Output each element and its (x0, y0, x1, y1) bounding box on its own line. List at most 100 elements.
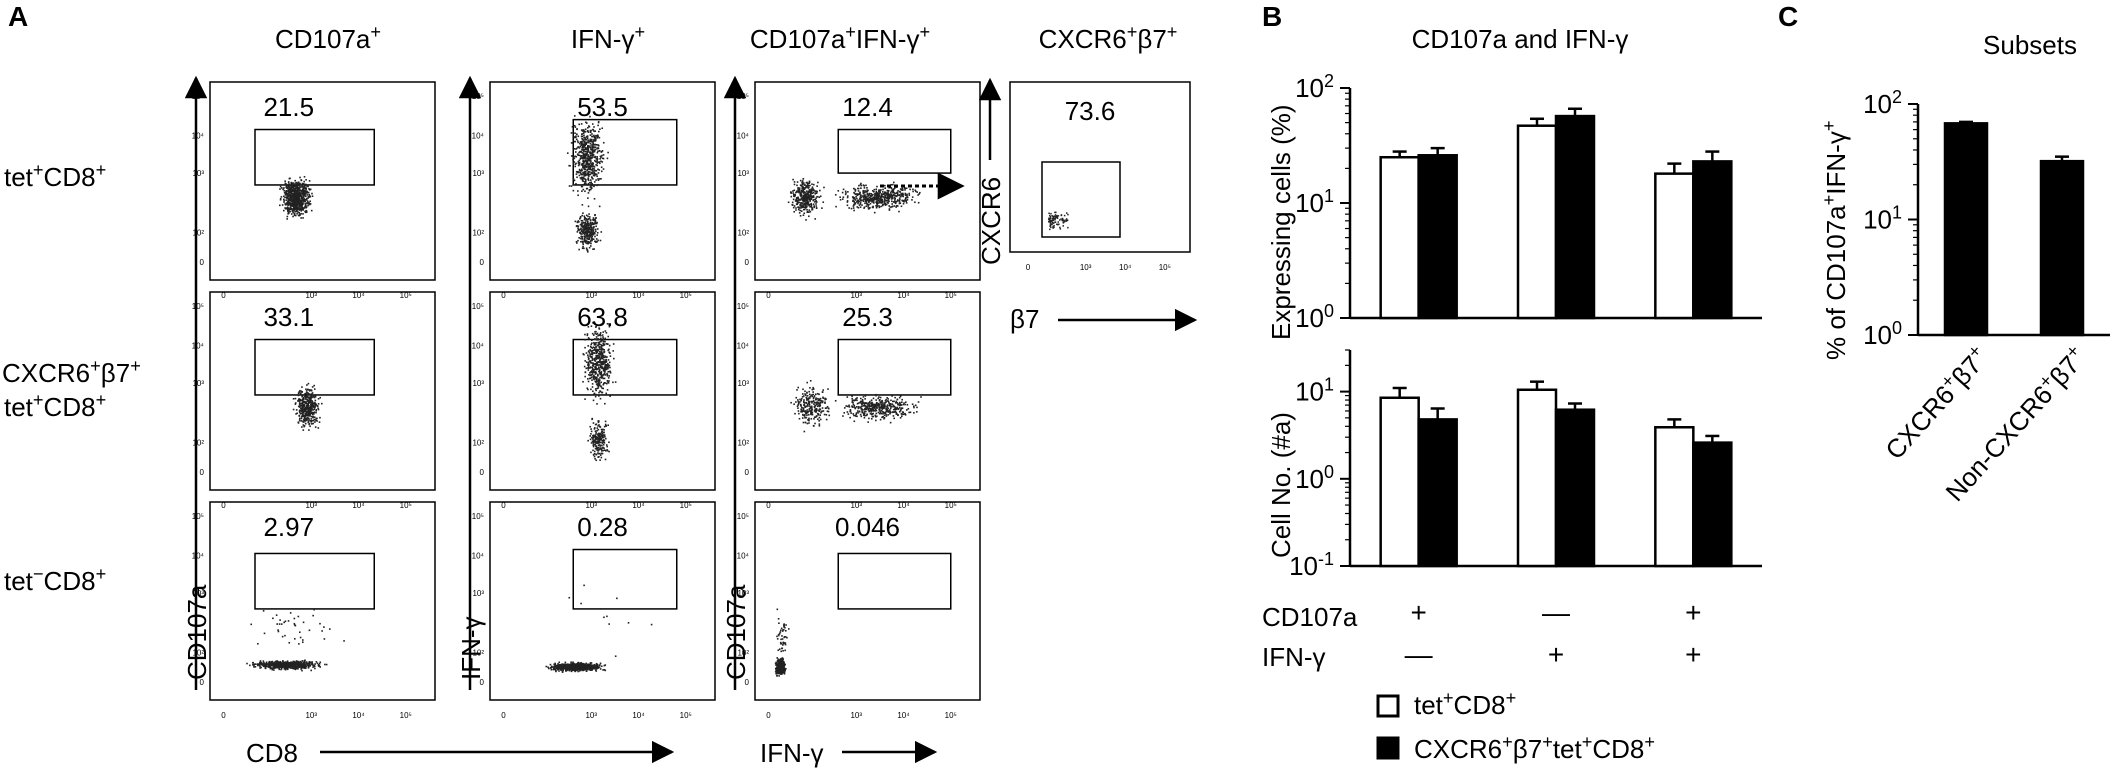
event-dot (592, 383, 594, 385)
event-dot (905, 401, 907, 403)
event-dot (851, 398, 853, 400)
event-dot (594, 456, 596, 458)
event-dot (308, 415, 310, 417)
event-dot (858, 190, 860, 192)
event-dot (603, 142, 605, 144)
event-dot (875, 420, 877, 422)
event-dot (581, 215, 583, 217)
event-dot (805, 410, 807, 412)
panel-a: ACD107a+IFN-γ+CD107a+IFN-γ+CXCR6+β7+tet+… (2, 1, 1195, 768)
event-dot (854, 405, 856, 407)
event-dot (585, 368, 587, 370)
event-dot (315, 409, 317, 411)
event-dot (807, 183, 809, 185)
event-dot (899, 201, 901, 203)
event-dot (599, 448, 601, 450)
event-dot (587, 166, 589, 168)
event-dot (602, 440, 604, 442)
event-dot (802, 415, 804, 417)
event-dot (294, 618, 296, 620)
event-dot (811, 188, 813, 190)
event-dot (803, 404, 805, 406)
event-dot (901, 194, 903, 196)
event-dot (809, 196, 811, 198)
event-dot (596, 336, 598, 338)
event-dot (591, 139, 593, 141)
event-dot (307, 197, 309, 199)
event-dot (880, 406, 882, 408)
y-tick-label: 10⁵ (192, 302, 204, 311)
event-dot (296, 197, 298, 199)
event-dot (865, 405, 867, 407)
event-dot (852, 402, 854, 404)
event-dot (600, 386, 602, 388)
event-dot (835, 194, 837, 196)
event-dot (592, 386, 594, 388)
event-dot (861, 405, 863, 407)
event-dot (857, 203, 859, 205)
event-dot (591, 185, 593, 187)
event-dot (858, 188, 860, 190)
event-dot (314, 668, 316, 670)
event-dot (793, 403, 795, 405)
event-dot (596, 454, 598, 456)
event-dot (889, 403, 891, 405)
event-dot (906, 409, 908, 411)
event-dot (805, 394, 807, 396)
event-dot (596, 160, 598, 162)
event-dot (307, 664, 309, 666)
event-dot (866, 191, 868, 193)
event-dot (592, 147, 594, 149)
event-dot (795, 192, 797, 194)
event-dot (587, 165, 589, 167)
event-dot (283, 664, 285, 666)
event-dot (578, 162, 580, 164)
event-dot (599, 390, 601, 392)
event-dot (596, 156, 598, 158)
event-dot (797, 406, 799, 408)
event-dot (279, 188, 281, 190)
event-dot (797, 197, 799, 199)
event-dot (599, 206, 601, 208)
event-dot (276, 623, 278, 625)
event-dot (795, 397, 797, 399)
event-dot (283, 201, 285, 203)
event-dot (845, 191, 847, 193)
event-dot (900, 196, 902, 198)
event-dot (307, 186, 309, 188)
event-dot (825, 407, 827, 409)
event-dot (305, 423, 307, 425)
event-dot (903, 413, 905, 415)
event-dot (874, 415, 876, 417)
event-dot (861, 204, 863, 206)
event-dot (612, 382, 614, 384)
event-dot (602, 338, 604, 340)
event-dot (890, 408, 892, 410)
event-dot (907, 197, 909, 199)
y-tick-label: 10⁴ (472, 131, 485, 140)
event-dot (593, 130, 595, 132)
event-dot (601, 429, 603, 431)
event-dot (604, 341, 606, 343)
event-dot (602, 334, 604, 336)
event-dot (272, 618, 274, 620)
event-dot (596, 379, 598, 381)
event-dot (914, 201, 916, 203)
event-dot (590, 389, 592, 391)
event-dot (285, 186, 287, 188)
event-dot (813, 189, 815, 191)
event-dot (891, 395, 893, 397)
event-dot (803, 212, 805, 214)
event-dot (295, 625, 297, 627)
event-dot (593, 217, 595, 219)
event-dot (587, 130, 589, 132)
event-dot (588, 367, 590, 369)
event-dot (612, 350, 614, 352)
event-dot (305, 408, 307, 410)
event-dot (870, 198, 872, 200)
event-dot (808, 205, 810, 207)
event-dot (578, 221, 580, 223)
event-dot (599, 128, 601, 130)
